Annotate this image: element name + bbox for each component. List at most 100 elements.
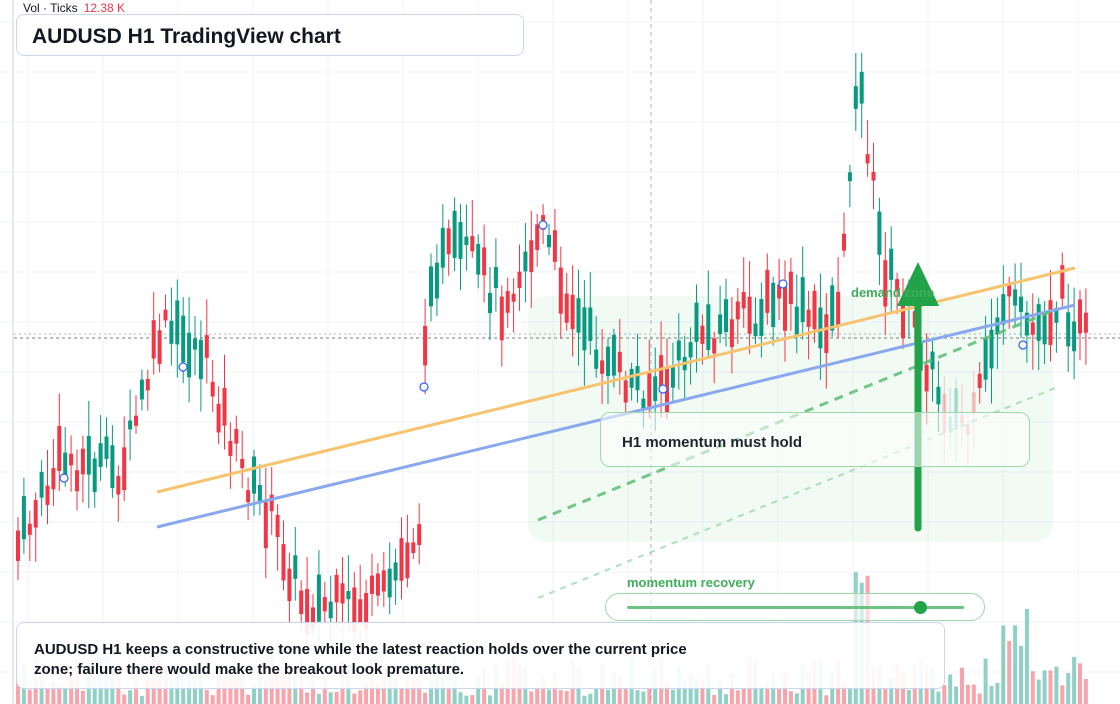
candle-body	[1036, 304, 1041, 341]
volume-bar	[588, 693, 593, 704]
volume-bar	[364, 682, 369, 704]
candle-body	[1083, 312, 1088, 333]
volume-bar	[458, 692, 463, 704]
volume-bar	[204, 689, 209, 704]
candle-body	[134, 415, 138, 426]
volume-bar	[688, 674, 693, 704]
candle-body	[865, 154, 870, 164]
volume-bar	[606, 689, 610, 704]
volume-bar	[724, 694, 728, 704]
volume-bar	[765, 682, 770, 704]
candle-body	[729, 319, 734, 348]
volume-bar	[252, 684, 256, 704]
candle-body	[198, 339, 203, 380]
circle-handle-icon	[1018, 340, 1028, 350]
candle-body	[375, 573, 380, 596]
candle-body	[263, 502, 268, 549]
candle-body	[718, 314, 723, 335]
volume-bar	[128, 690, 133, 704]
volume-bar	[635, 690, 640, 704]
volume-bar	[16, 675, 20, 704]
candle-body	[794, 306, 799, 335]
candle-body	[576, 298, 581, 333]
volume-bar	[476, 677, 481, 704]
volume-bar	[393, 678, 398, 704]
volume-bar	[499, 684, 504, 704]
volume-bar	[564, 691, 569, 704]
candle-body	[871, 171, 876, 181]
candle-body	[1048, 300, 1053, 345]
candle-body	[1042, 314, 1047, 345]
volume-bar	[665, 682, 669, 704]
candle-body	[735, 301, 740, 320]
volume-bar	[965, 684, 970, 704]
candle-body	[930, 351, 935, 370]
candle-body	[1078, 299, 1082, 334]
candle-body	[110, 445, 115, 489]
candle-body	[594, 349, 599, 369]
candle-body	[157, 330, 162, 364]
volume-bar	[1078, 663, 1082, 704]
circle-handle-icon	[538, 220, 548, 230]
volume-bar	[547, 689, 551, 704]
momentum-hold-card[interactable]: H1 momentum must hold	[600, 412, 1030, 467]
momentum-hold-text: H1 momentum must hold	[622, 434, 803, 451]
candle-body	[210, 381, 215, 397]
candle-body	[989, 329, 994, 369]
volume-bar	[1013, 625, 1018, 704]
candle-body	[517, 271, 522, 288]
volume-bar	[948, 674, 953, 704]
candle-body	[635, 366, 640, 391]
volume-bar	[352, 693, 357, 704]
volume-bar	[960, 667, 964, 704]
volume-bar	[446, 686, 451, 704]
candle-body	[45, 485, 50, 505]
candle-body	[977, 373, 982, 389]
candle-body	[139, 379, 144, 400]
candle-body	[216, 403, 221, 433]
candle-body	[641, 398, 646, 410]
volume-bar	[1060, 685, 1065, 704]
volume-bar	[57, 686, 62, 704]
candle-body	[16, 530, 20, 561]
candle-body	[588, 307, 593, 341]
volume-bar	[971, 684, 976, 704]
slider-thumb[interactable]	[914, 601, 928, 614]
candle-body	[104, 436, 109, 459]
candle-body	[75, 470, 79, 492]
candle-body	[275, 514, 280, 538]
candle-body	[1054, 307, 1059, 323]
candle-body	[883, 260, 888, 307]
candle-body	[482, 247, 487, 276]
candle-body	[340, 583, 345, 604]
volume-bar	[995, 682, 1000, 704]
candle-body	[446, 228, 451, 255]
candle-body	[824, 314, 829, 354]
volume-bar	[316, 693, 321, 704]
candle-body	[80, 448, 85, 475]
demand-zone-label: demand zone	[851, 285, 935, 300]
candle-body	[116, 475, 121, 495]
candle-body	[423, 325, 428, 366]
green-dashed-lower	[537, 387, 1056, 599]
volume-bar	[139, 695, 144, 704]
volume-bar	[411, 677, 416, 704]
candle-body	[187, 332, 192, 378]
candle-body	[623, 380, 628, 403]
volume-bar	[122, 694, 127, 704]
volume-bar	[977, 693, 982, 704]
candle-body	[364, 593, 369, 630]
momentum-recovery-slider[interactable]	[605, 593, 985, 621]
candle-body	[547, 235, 551, 248]
volume-bar	[936, 691, 941, 704]
candle-body	[405, 542, 410, 579]
candle-body	[222, 388, 227, 426]
volume-bar	[1024, 608, 1029, 704]
volume-bar	[735, 690, 740, 704]
candle-body	[712, 338, 717, 354]
volume-bar	[169, 679, 174, 704]
volume-bar	[358, 690, 363, 704]
candle-body	[611, 334, 616, 376]
